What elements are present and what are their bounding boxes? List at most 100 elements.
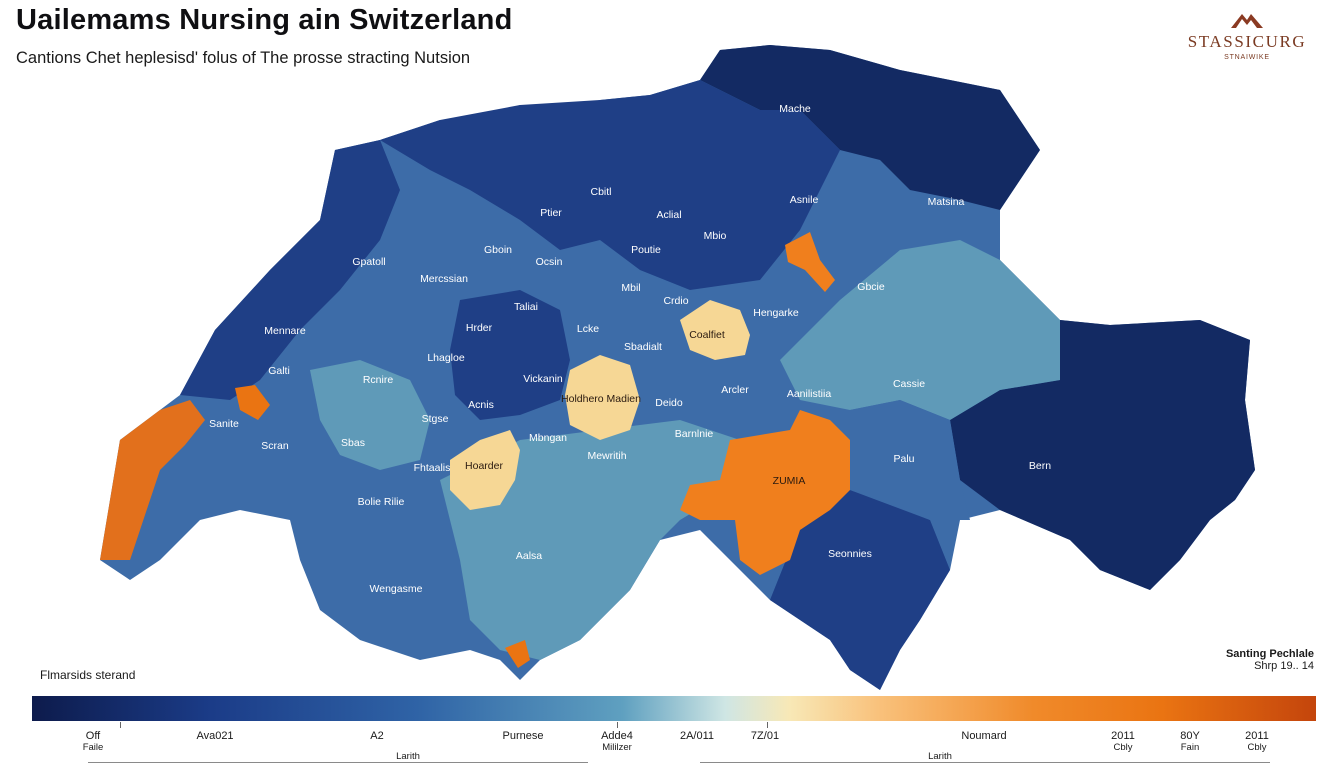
region-label: Cbitl bbox=[590, 186, 611, 198]
region-label: Hrder bbox=[466, 322, 493, 334]
region-label: ZUMIA bbox=[773, 475, 806, 487]
region-label: Poutie bbox=[631, 244, 661, 256]
legend-label: 80Y bbox=[1180, 730, 1200, 742]
brand-name: STASSICURG bbox=[1187, 32, 1307, 51]
region-label: Gboin bbox=[484, 244, 512, 256]
region-south-orange bbox=[505, 640, 530, 668]
region-label: Lcke bbox=[577, 323, 599, 335]
region-label: Acnis bbox=[468, 399, 494, 411]
legend-label: Off bbox=[86, 730, 100, 742]
region-label: Scran bbox=[261, 440, 289, 452]
axis-line bbox=[700, 762, 1270, 763]
region-label: Ocsin bbox=[536, 256, 563, 268]
region-north-orange bbox=[785, 232, 835, 292]
region-label: Bolie Rilie bbox=[358, 496, 405, 508]
region-label: Stgse bbox=[422, 413, 449, 425]
region-label: Rcnire bbox=[363, 374, 394, 386]
region-label: Coalfiet bbox=[689, 329, 725, 341]
mountain-logo-icon bbox=[1231, 14, 1263, 28]
legend-tick bbox=[767, 722, 768, 728]
region-label: Deido bbox=[655, 397, 683, 409]
region-hoarder bbox=[450, 430, 520, 510]
scale-subtitle: Shrp 19.. 14 bbox=[1254, 660, 1314, 672]
axis-line bbox=[88, 762, 588, 763]
region-central-navy bbox=[450, 290, 570, 420]
region-mid-light bbox=[310, 360, 430, 470]
region-label: Asnile bbox=[790, 194, 819, 206]
legend-label: 7Z/01 bbox=[750, 730, 780, 742]
region-label: Crdio bbox=[663, 295, 688, 307]
region-label: Seonnies bbox=[828, 548, 872, 560]
region-label: Mewritih bbox=[587, 450, 626, 462]
scale-title: Santing Pechlale bbox=[1225, 648, 1314, 660]
region-zumia bbox=[680, 410, 850, 575]
legend-label: 2A/011 bbox=[679, 730, 715, 742]
brand-tagline: STNAIWIKE bbox=[1224, 54, 1270, 61]
region-label: Bern bbox=[1029, 460, 1051, 472]
region-west bbox=[180, 140, 400, 400]
region-label: Vickanin bbox=[523, 373, 563, 385]
legend-tick bbox=[617, 722, 618, 728]
region-label: Aclial bbox=[656, 209, 681, 221]
region-label: Mache bbox=[779, 103, 811, 115]
axis-label: Larith bbox=[396, 751, 420, 762]
region-label: Matsina bbox=[928, 196, 965, 208]
region-label: Mbil bbox=[621, 282, 640, 294]
legend-label: 2011 bbox=[1111, 730, 1135, 742]
legend-sublabel: Cbly bbox=[1113, 742, 1133, 753]
region-label: Holdhero Madien bbox=[561, 393, 641, 405]
axis-label: Larith bbox=[928, 751, 952, 762]
legend-label: A2 bbox=[370, 730, 384, 742]
region-coalfiet bbox=[680, 300, 750, 360]
region-label: Sanite bbox=[209, 418, 239, 430]
page-subtitle: Cantions Chet heplesisd' folus of The pr… bbox=[16, 49, 471, 67]
map-labels: Mache Cbitl Ptier Aclial Asnile Matsina … bbox=[209, 103, 1051, 595]
region-label: Gbcie bbox=[857, 281, 885, 293]
region-label: Cassie bbox=[893, 378, 925, 390]
region-northwest bbox=[380, 80, 840, 290]
region-west-orange-small bbox=[235, 385, 270, 420]
scale-info: Santing Pechlale Shrp 19.. 14 bbox=[1226, 648, 1314, 672]
region-label: Ptier bbox=[540, 207, 562, 219]
legend-label: 2011 bbox=[1245, 730, 1269, 742]
legend-sublabel: Fain bbox=[1180, 742, 1200, 753]
legend-label: Adde4 bbox=[601, 730, 633, 742]
region-label: Galti bbox=[268, 365, 290, 377]
legend-label: Purnese bbox=[502, 730, 544, 742]
region-label: Aalsa bbox=[516, 550, 542, 562]
region-label: Barnlnie bbox=[675, 428, 714, 440]
region-label: Lhagloe bbox=[427, 352, 465, 364]
region-label: Gpatoll bbox=[352, 256, 385, 268]
page-title: Uailemams Nursing ain Switzerland bbox=[16, 4, 513, 36]
region-label: Hoarder bbox=[465, 460, 503, 472]
region-south bbox=[770, 490, 950, 690]
region-holdhero bbox=[565, 355, 640, 440]
region-label: Mercssian bbox=[420, 273, 468, 285]
region-label: Sbas bbox=[341, 437, 365, 449]
region-label: Palu bbox=[893, 453, 914, 465]
region-label: Wengasme bbox=[370, 583, 423, 595]
region-label: Mbngan bbox=[529, 432, 567, 444]
map-caption: Flmarsids sterand bbox=[40, 668, 136, 682]
region-label: Mbio bbox=[704, 230, 727, 242]
legend-tick bbox=[120, 722, 121, 728]
legend-label-text: Off bbox=[85, 730, 101, 742]
map-regions bbox=[100, 45, 1255, 690]
brand-logo: STASSICURG STNAIWIKE bbox=[1172, 8, 1322, 61]
region-label: Fhtaalis bbox=[414, 462, 451, 474]
legend-sublabel: Faile bbox=[82, 742, 104, 753]
legend-label: Ava021 bbox=[196, 730, 234, 742]
region-palu bbox=[850, 400, 970, 520]
region-west-orange bbox=[100, 400, 205, 560]
legend-label: Noumard bbox=[961, 730, 1007, 742]
legend-sublabel: Cbly bbox=[1247, 742, 1267, 753]
region-label: Hengarke bbox=[753, 307, 799, 319]
region-label: Sbadialt bbox=[624, 341, 662, 353]
region-label: Taliai bbox=[514, 301, 538, 313]
region-label: Mennare bbox=[264, 325, 306, 337]
region-label: Aanilistiia bbox=[787, 388, 832, 400]
region-central-east bbox=[780, 240, 1060, 420]
region-label: Arcler bbox=[721, 384, 749, 396]
legend-sublabel: Mililzer bbox=[602, 742, 632, 753]
